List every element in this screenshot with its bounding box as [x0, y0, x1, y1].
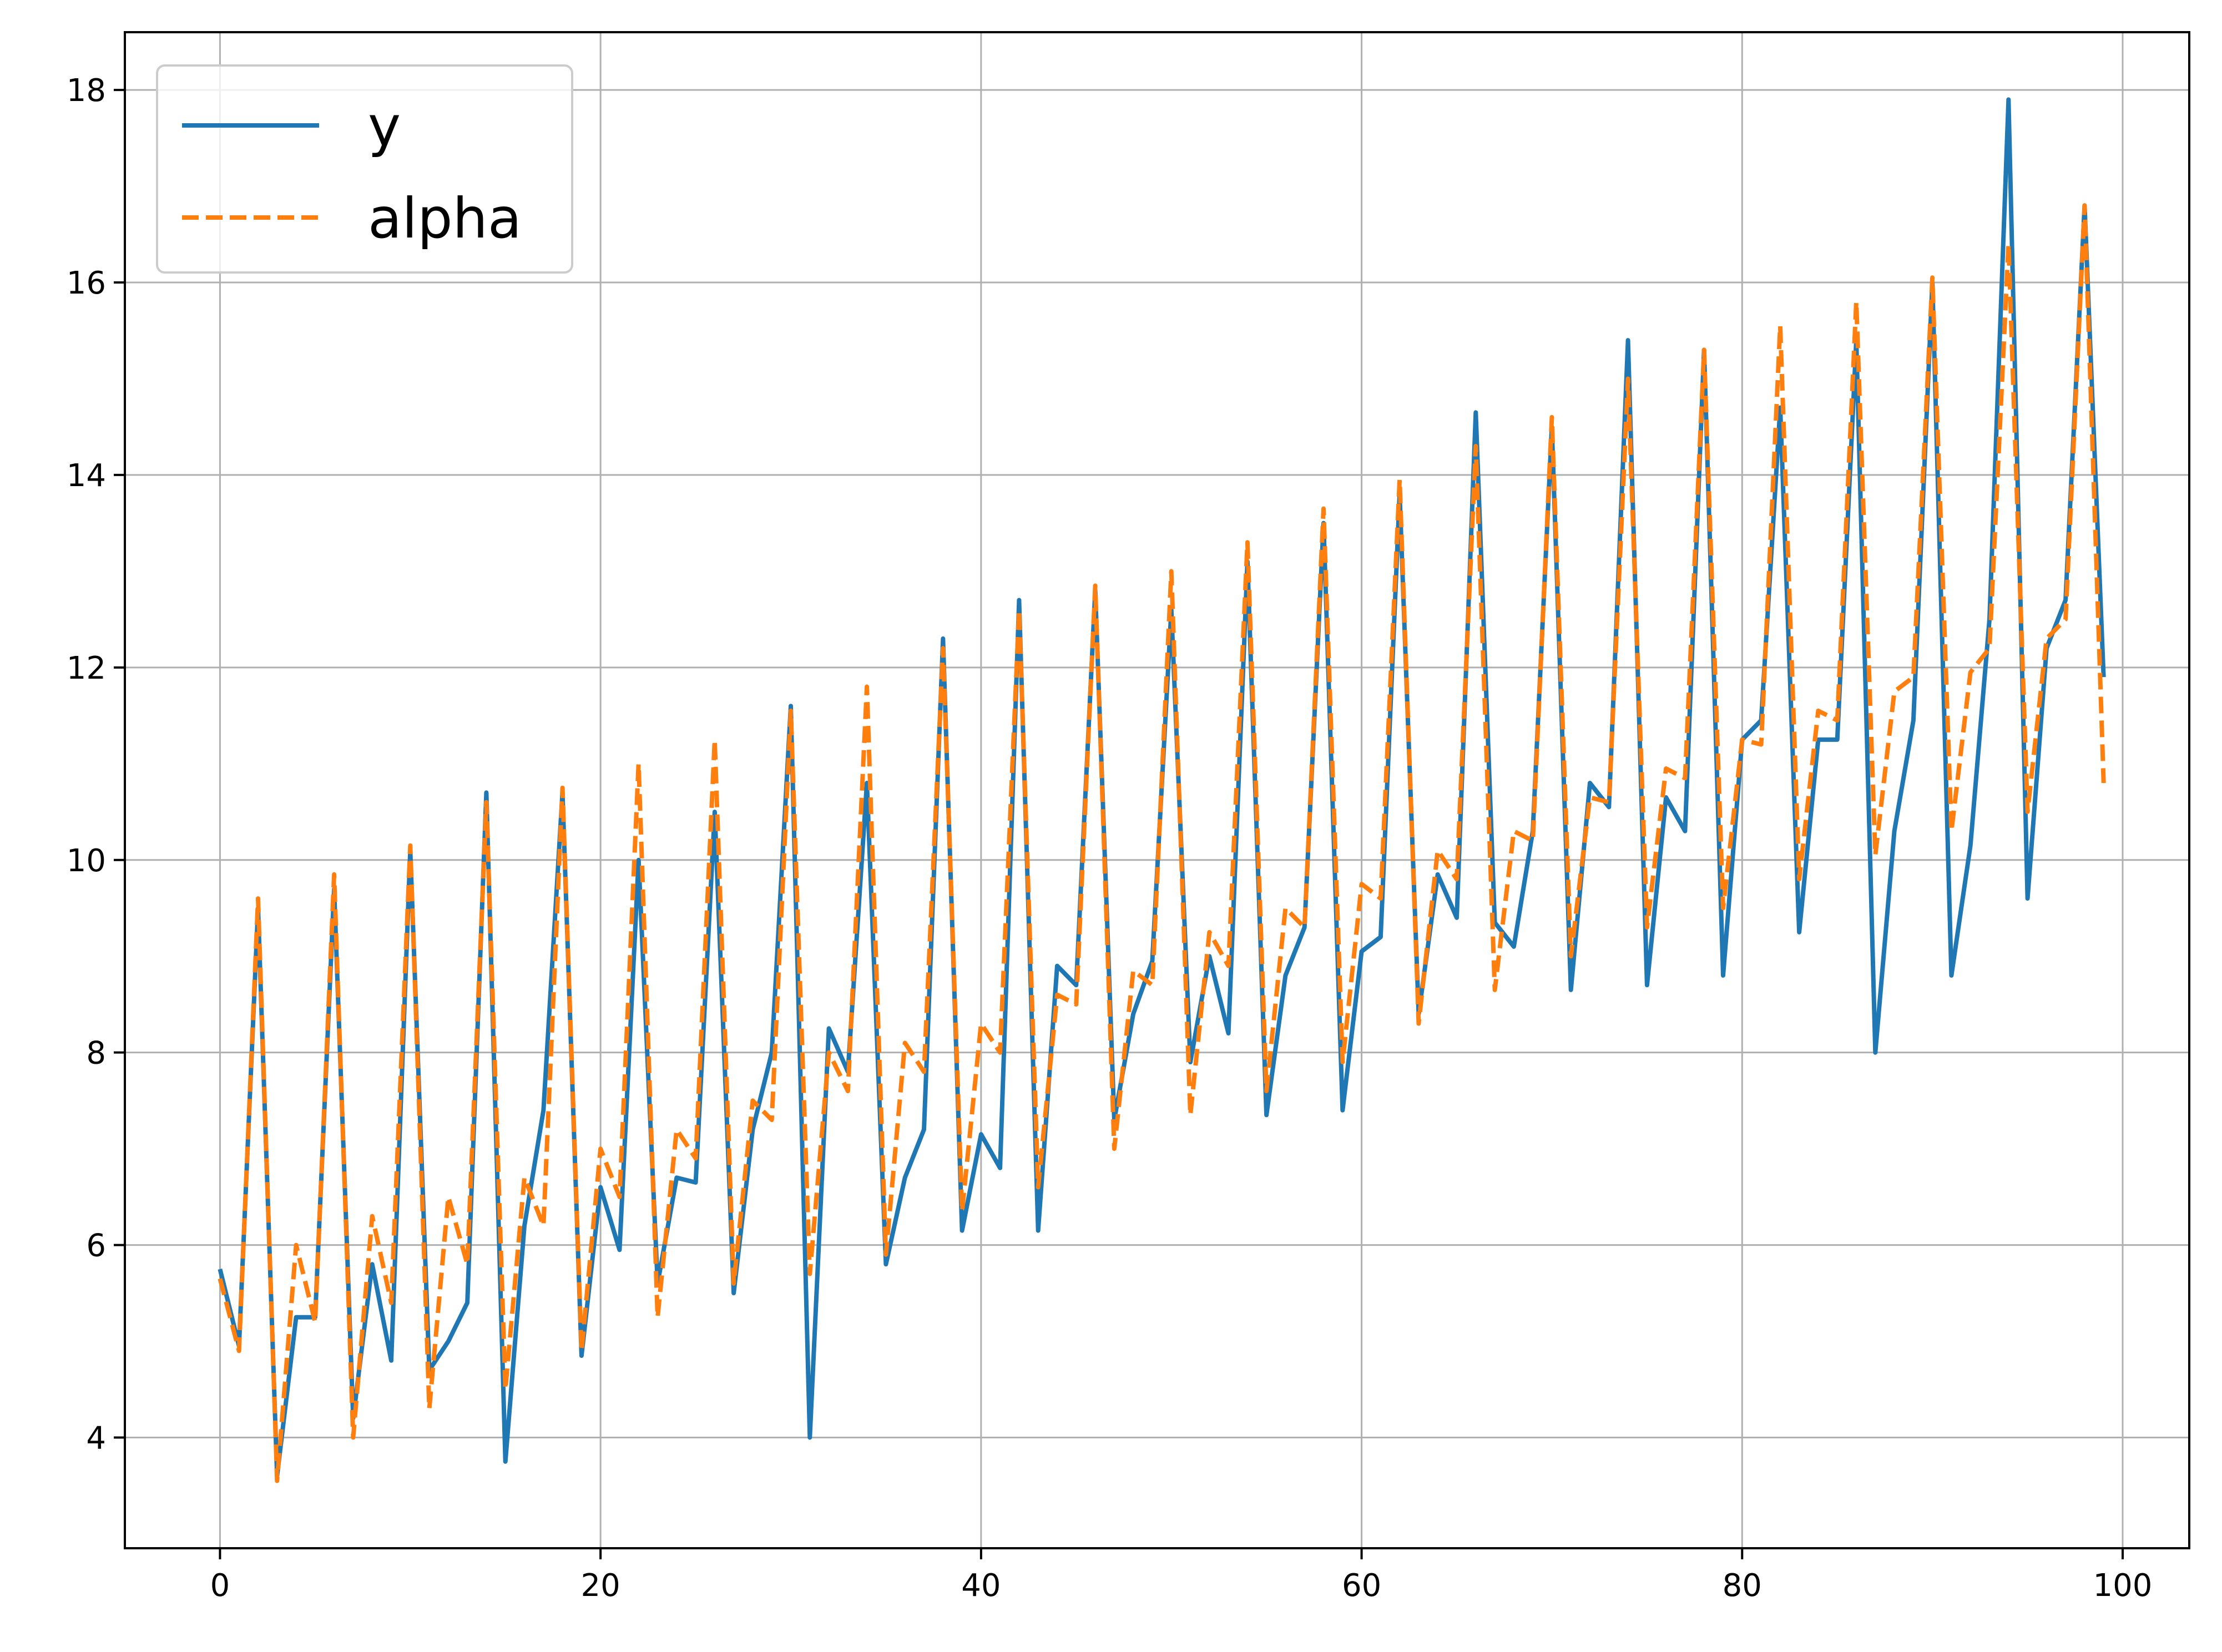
x-tick-label: 0	[210, 1568, 230, 1604]
y-tick-label: 12	[67, 650, 106, 686]
legend: y alpha	[156, 64, 573, 274]
axes-frame	[124, 31, 2190, 1549]
series-layer	[218, 97, 2106, 1483]
y-tick-label: 16	[67, 265, 106, 301]
x-tick-label: 40	[961, 1568, 1001, 1604]
axis-ticks: 0 20 40 60 80 100 4 6 8 10 12 14 16 18	[67, 73, 2153, 1604]
x-tick-label: 100	[2093, 1568, 2153, 1604]
y-tick-label: 8	[86, 1035, 106, 1072]
legend-box	[156, 64, 573, 274]
x-tick-label: 60	[1342, 1568, 1381, 1604]
x-tick-label: 20	[581, 1568, 620, 1604]
y-tick-label: 10	[67, 843, 106, 879]
legend-label-alpha: alpha	[368, 186, 522, 251]
legend-label-y: y	[368, 94, 401, 159]
y-tick-label: 4	[86, 1421, 106, 1457]
y-tick-label: 6	[86, 1228, 106, 1264]
series-line-alpha	[218, 203, 2106, 1483]
y-tick-label: 14	[67, 458, 106, 494]
x-tick-label: 80	[1723, 1568, 1762, 1604]
y-tick-label: 18	[67, 73, 106, 109]
